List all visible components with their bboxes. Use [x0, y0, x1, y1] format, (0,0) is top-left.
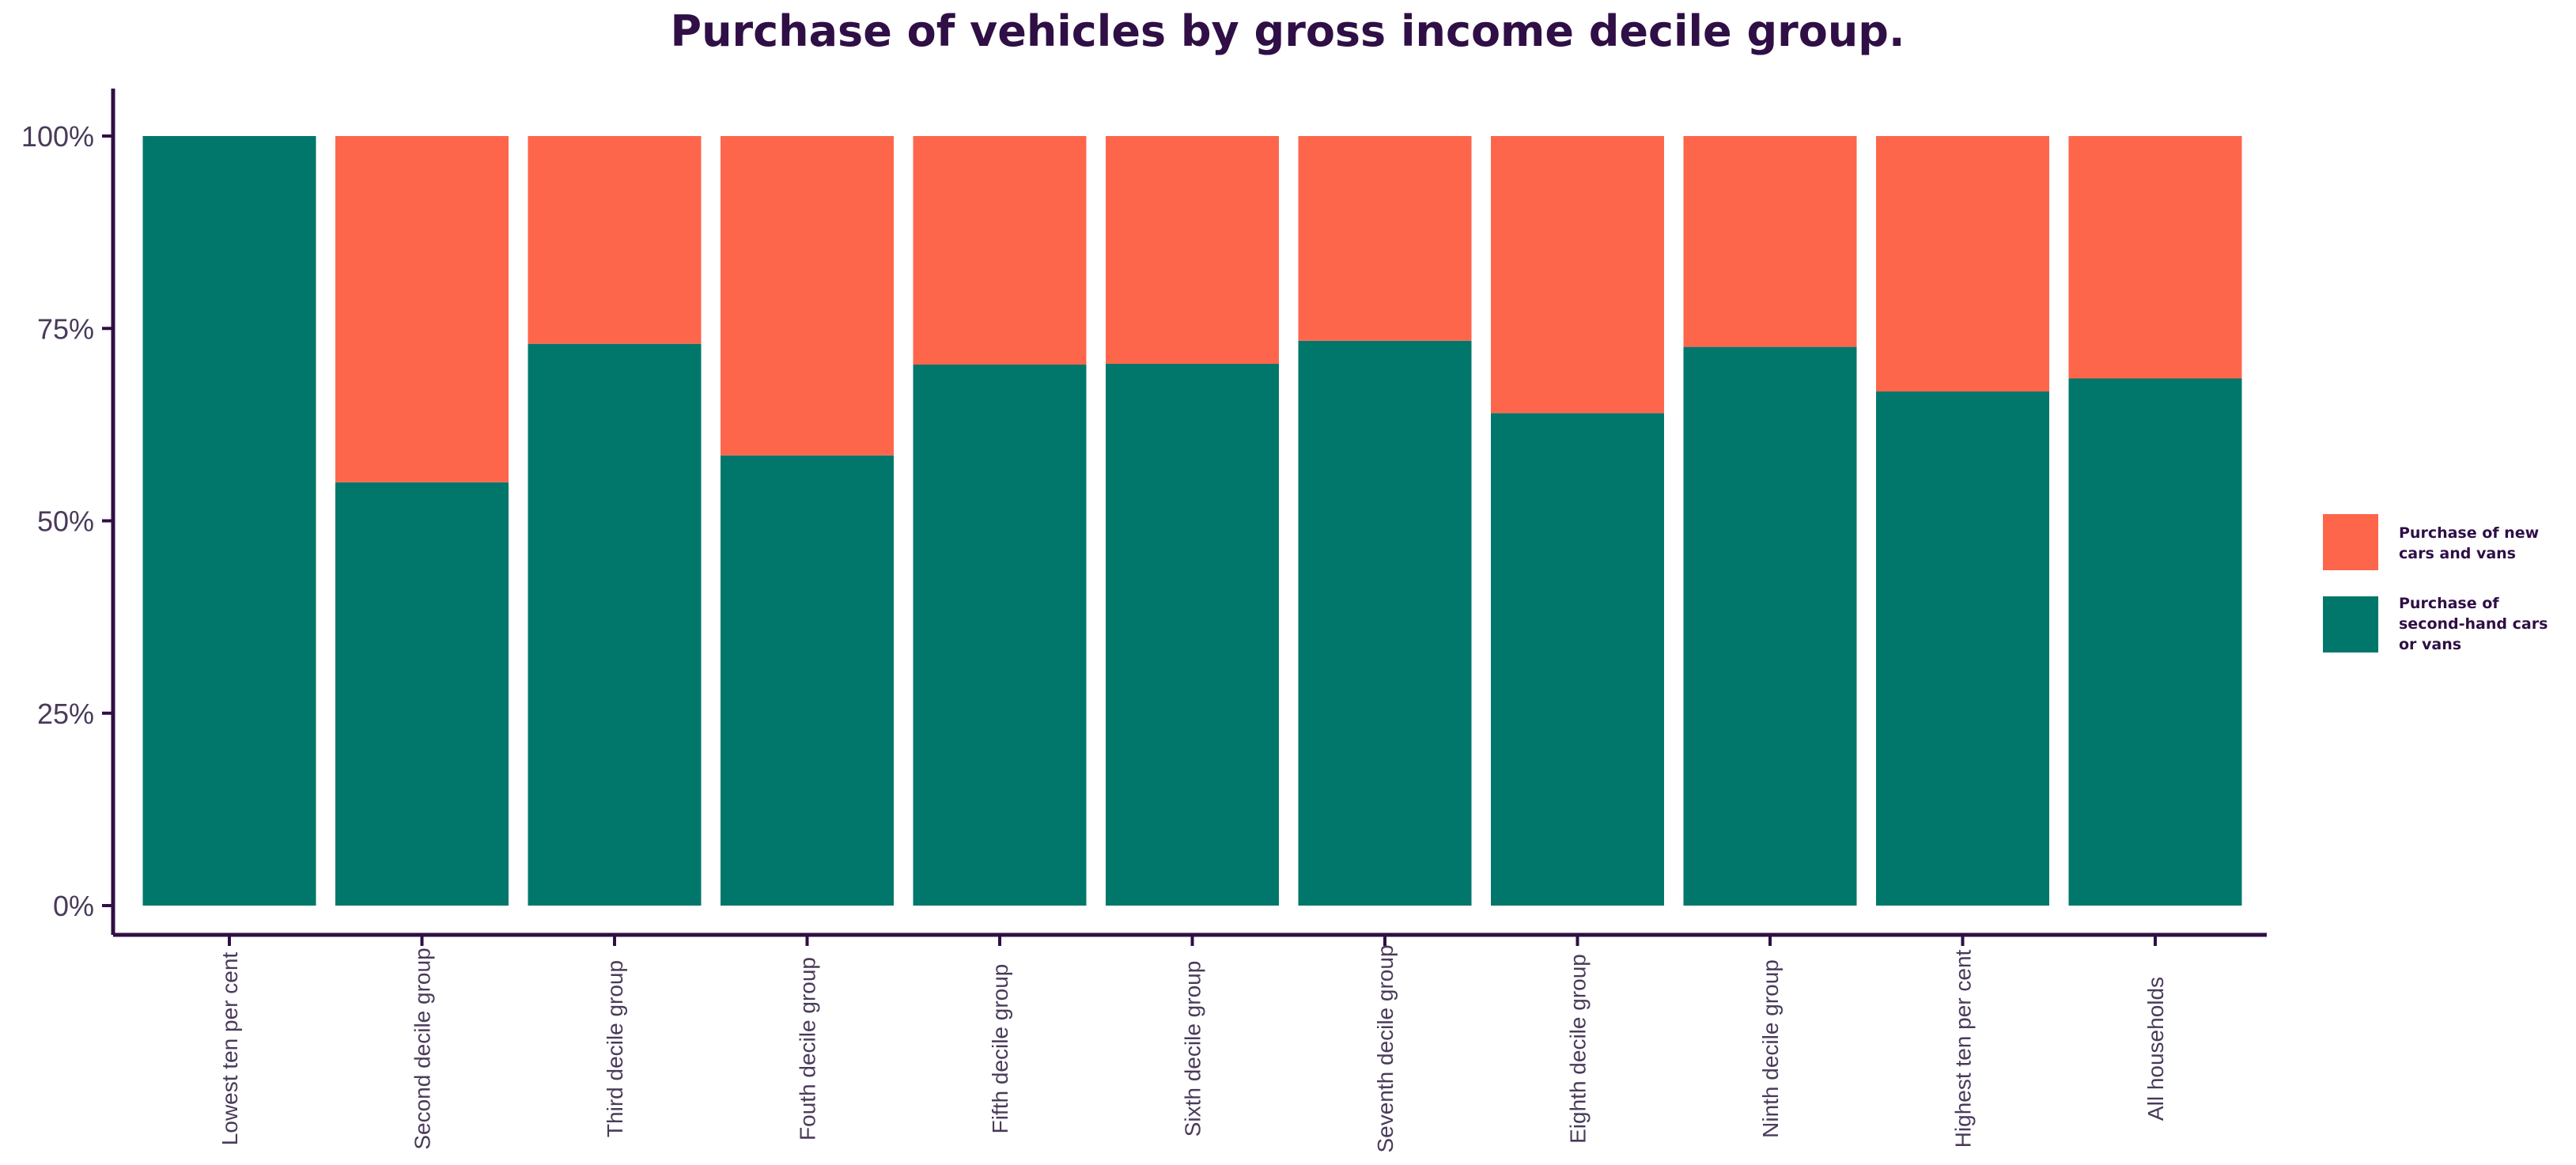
bar-second-hand-1	[335, 482, 509, 906]
bar-new-6	[1298, 136, 1472, 341]
bar-second-hand-5	[1106, 364, 1279, 906]
x-tick-label: Highest ten per cent	[1951, 949, 1976, 1148]
y-tick-label: 0%	[53, 890, 94, 922]
bar-new-8	[1683, 136, 1857, 347]
x-axis: Lowest ten per cent Second decile group Th…	[113, 932, 2267, 1153]
legend-swatch	[2323, 596, 2378, 652]
x-tick-label: Second decile group	[410, 948, 435, 1149]
x-tick-label: Ninth decile group	[1758, 959, 1783, 1138]
bar-new-4	[913, 136, 1087, 365]
x-tick-label: Fifth decile group	[988, 964, 1012, 1134]
bar-new-1	[335, 136, 509, 482]
bar-second-hand-4	[913, 365, 1087, 906]
bar-new-2	[528, 136, 702, 344]
bar-new-5	[1106, 136, 1279, 364]
y-tick-label: 75%	[37, 312, 94, 345]
bar-second-hand-7	[1491, 413, 1664, 906]
x-tick-label: Lowest ten per cent	[218, 952, 242, 1146]
legend-label: cars and vans	[2399, 545, 2516, 562]
legend-label: second-hand cars	[2399, 615, 2548, 633]
x-tick-label: All households	[2143, 977, 2168, 1121]
bar-new-3	[721, 136, 894, 456]
bar-second-hand-6	[1298, 340, 1472, 906]
bar-second-hand-10	[2068, 378, 2242, 906]
x-tick-label: Third decile group	[603, 960, 627, 1137]
y-axis: 0% 25% 50% 75% 100%	[21, 89, 115, 935]
y-tick-label: 50%	[37, 505, 94, 538]
legend: Purchase of new cars and vans Purchase of s…	[2323, 514, 2548, 653]
bar-second-hand-8	[1683, 346, 1857, 906]
bar-new-7	[1491, 136, 1664, 414]
bar-second-hand-9	[1876, 391, 2049, 906]
legend-swatch	[2323, 514, 2378, 570]
y-tick-label: 25%	[37, 698, 94, 730]
legend-item-new: Purchase of new cars and vans	[2323, 514, 2539, 570]
legend-label: or vans	[2399, 636, 2461, 653]
x-tick-label: Sixth decile group	[1181, 961, 1205, 1137]
x-tick-label: Seventh decile group	[1373, 944, 1398, 1152]
bar-second-hand-2	[528, 343, 702, 906]
x-tick-label: Fouth decile group	[796, 957, 820, 1140]
bar-new-10	[2068, 136, 2242, 379]
y-tick-label: 100%	[21, 120, 94, 153]
bar-second-hand-0	[142, 136, 316, 906]
legend-label: Purchase of new	[2399, 524, 2539, 542]
bar-second-hand-3	[721, 455, 894, 906]
x-tick-label: Eighth decile group	[1566, 954, 1591, 1144]
chart-title: Purchase of vehicles by gross income dec…	[671, 6, 1905, 56]
legend-label: Purchase of	[2399, 595, 2499, 612]
legend-item-second-hand: Purchase of second-hand cars or vans	[2323, 595, 2548, 653]
bar-new-9	[1876, 136, 2049, 391]
plot-area	[142, 136, 2242, 906]
